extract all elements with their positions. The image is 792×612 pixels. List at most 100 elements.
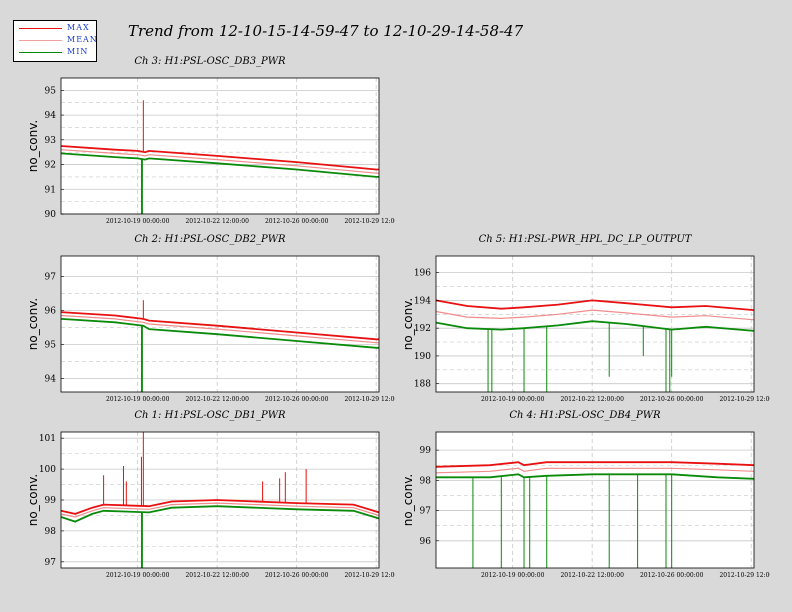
chart-svg: 90 91 92 93 94 95 2012-10-19 00:00:00 2012-10-2… — [26, 77, 395, 225]
series-line-min — [60, 318, 379, 349]
y-tick-label: 90 — [45, 210, 57, 220]
legend-swatch-min — [19, 52, 62, 53]
x-tick-label: 2012-10-29 12:00:00 — [344, 572, 395, 579]
legend-swatch-mean — [19, 40, 62, 41]
page-title: Trend from 12-10-15-14-59-47 to 12-10-29… — [128, 22, 524, 40]
y-tick-label: 101 — [39, 434, 56, 444]
y-tick-label: 99 — [45, 496, 57, 506]
x-tick-label: 2012-10-22 12:00:00 — [185, 218, 249, 225]
x-tick-label: 2012-10-19 00:00:00 — [106, 572, 170, 579]
y-axis-label: no_conv. — [26, 474, 40, 526]
plot-frame — [435, 255, 755, 393]
x-tick-label: 2012-10-29 12:00:00 — [719, 572, 770, 579]
y-tick-label: 100 — [39, 465, 56, 475]
chart-title: Ch 2: H1:PSL-OSC_DB2_PWR — [134, 234, 286, 245]
legend-label-max: MAX — [67, 23, 90, 32]
y-tick-label: 190 — [414, 352, 431, 362]
y-tick-label: 99 — [420, 446, 432, 456]
chart-svg: 94 95 96 97 2012-10-19 00:00:00 2012-10-22 12… — [26, 255, 395, 403]
series-line-min — [435, 320, 755, 332]
y-tick-label: 194 — [414, 296, 431, 306]
y-axis-label: no_conv. — [26, 120, 40, 172]
y-tick-label: 93 — [45, 136, 57, 146]
series-line-mean — [60, 149, 379, 174]
plot-frame — [435, 431, 755, 569]
series-line-min — [436, 473, 755, 480]
plot-frame — [60, 77, 380, 215]
x-tick-label: 2012-10-22 12:00:00 — [185, 396, 249, 403]
series-line-max — [60, 311, 379, 341]
y-tick-label: 96 — [420, 537, 432, 547]
x-tick-label: 2012-10-26 00:00:00 — [265, 396, 329, 403]
x-tick-label: 2012-10-19 00:00:00 — [106, 218, 170, 225]
legend-swatch-max — [19, 28, 62, 29]
grid — [61, 256, 379, 392]
series-line-mean — [435, 309, 755, 321]
plot-area — [61, 78, 379, 214]
grid — [61, 432, 379, 568]
chart-svg: 96 97 98 99 2012-10-19 00:00:00 2012-10-22 12… — [401, 431, 770, 579]
y-tick-label: 97 — [45, 272, 57, 282]
y-axis-label: no_conv. — [401, 474, 415, 526]
x-tick-label: 2012-10-26 00:00:00 — [640, 572, 704, 579]
chart-panel-ch3: Ch 3: H1:PSL-OSC_DB3_PWR 90 91 92 93 94 95 201… — [25, 56, 395, 232]
y-tick-label: 92 — [45, 161, 56, 171]
chart-panel-ch1: Ch 1: H1:PSL-OSC_DB1_PWR 97 98 99 100 101 201… — [25, 410, 395, 586]
chart-panel-ch2: Ch 2: H1:PSL-OSC_DB2_PWR 94 95 96 97 2012-10… — [25, 234, 395, 410]
plot-area — [436, 432, 754, 568]
plot-area — [61, 256, 379, 392]
y-tick-label: 94 — [45, 374, 57, 384]
x-tick-label: 2012-10-26 00:00:00 — [265, 572, 329, 579]
legend-item-max: MAX — [14, 23, 96, 35]
x-tick-label: 2012-10-26 00:00:00 — [265, 218, 329, 225]
series-line-max — [435, 299, 755, 311]
x-tick-label: 2012-10-29 12:00:00 — [344, 218, 395, 225]
chart-svg: 97 98 99 100 101 2012-10-19 00:00:00 2012-10-2… — [26, 431, 395, 579]
y-tick-label: 95 — [45, 340, 57, 350]
y-tick-label: 188 — [414, 380, 431, 390]
chart-svg: 188 190 192 194 196 2012-10-19 00:00:00 2012-1… — [401, 255, 770, 403]
chart-panel-ch5: Ch 5: H1:PSL-PWR_HPL_DC_LP_OUTPUT 188 190… — [400, 234, 770, 410]
x-tick-label: 2012-10-29 12:00:00 — [344, 396, 395, 403]
x-tick-label: 2012-10-29 12:00:00 — [719, 396, 770, 403]
series-line-max — [60, 145, 379, 171]
y-tick-label: 97 — [45, 558, 57, 568]
x-tick-label: 2012-10-19 00:00:00 — [481, 572, 545, 579]
chart-title: Ch 1: H1:PSL-OSC_DB1_PWR — [134, 410, 286, 421]
series-line-min — [60, 505, 380, 523]
y-tick-label: 97 — [420, 507, 432, 517]
x-tick-label: 2012-10-19 00:00:00 — [106, 396, 170, 403]
y-tick-label: 94 — [45, 111, 57, 121]
y-tick-label: 98 — [45, 527, 57, 537]
chart-title: Ch 3: H1:PSL-OSC_DB3_PWR — [134, 56, 286, 67]
chart-title: Ch 4: H1:PSL-OSC_DB4_PWR — [509, 410, 661, 421]
series-line-max — [60, 499, 380, 515]
legend: MAX MEAN MIN — [13, 20, 97, 62]
y-tick-label: 96 — [45, 306, 57, 316]
x-tick-label: 2012-10-19 00:00:00 — [481, 396, 545, 403]
series-line-mean — [60, 502, 380, 518]
grid — [61, 78, 379, 215]
plot-frame — [60, 255, 380, 393]
x-tick-label: 2012-10-26 00:00:00 — [640, 396, 704, 403]
x-tick-label: 2012-10-22 12:00:00 — [185, 572, 249, 579]
y-tick-label: 95 — [45, 86, 57, 96]
y-tick-label: 98 — [420, 476, 432, 486]
y-axis-label: no_conv. — [26, 298, 40, 350]
x-tick-label: 2012-10-22 12:00:00 — [560, 572, 624, 579]
x-tick-label: 2012-10-22 12:00:00 — [560, 396, 624, 403]
legend-label-mean: MEAN — [67, 35, 98, 44]
y-tick-label: 91 — [45, 185, 56, 195]
y-tick-label: 196 — [414, 269, 431, 279]
chart-panel-ch4: Ch 4: H1:PSL-OSC_DB4_PWR 96 97 98 99 2012-10… — [400, 410, 770, 586]
series-line-mean — [60, 314, 379, 344]
series-line-mean — [435, 467, 755, 474]
series-line-max — [435, 461, 755, 468]
plot-area — [436, 256, 754, 392]
chart-title: Ch 5: H1:PSL-PWR_HPL_DC_LP_OUTPUT — [478, 234, 692, 245]
y-tick-label: 192 — [414, 324, 431, 334]
y-axis-label: no_conv. — [401, 298, 415, 350]
legend-item-min: MIN — [14, 47, 96, 59]
legend-item-mean: MEAN — [14, 35, 98, 47]
legend-label-min: MIN — [67, 47, 89, 56]
